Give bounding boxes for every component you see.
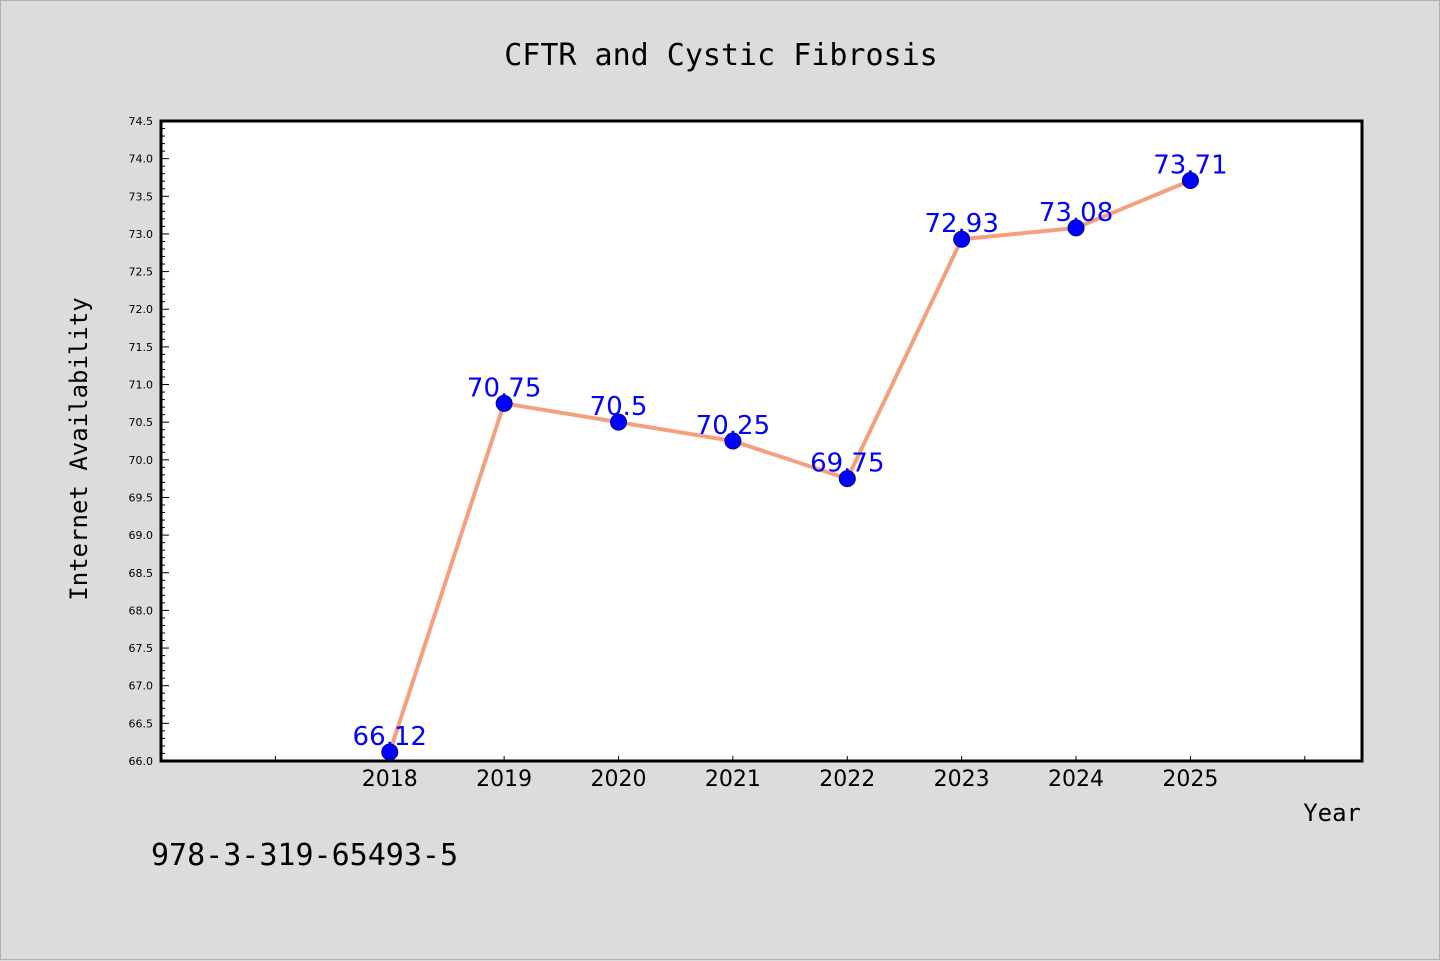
data-point bbox=[495, 394, 513, 412]
data-label: 73.71 bbox=[1153, 150, 1227, 180]
data-label: 70.5 bbox=[590, 392, 648, 422]
y-tick-label: 71.0 bbox=[129, 379, 154, 392]
data-label: 70.25 bbox=[696, 411, 770, 441]
y-tick-label: 68.0 bbox=[129, 604, 154, 617]
x-tick-label: 2023 bbox=[934, 767, 990, 792]
data-label: 70.75 bbox=[467, 373, 541, 403]
x-tick-label: 2024 bbox=[1048, 767, 1104, 792]
y-tick-label: 70.5 bbox=[129, 416, 154, 429]
x-axis: 2018 2019 2020 2021 2022 2023 2024 2025 bbox=[160, 756, 1306, 792]
y-tick-label: 67.5 bbox=[129, 642, 154, 655]
y-axis-label: Internet Availability bbox=[65, 297, 93, 600]
y-tick-label: 70.0 bbox=[129, 454, 154, 467]
data-point bbox=[838, 470, 856, 488]
series-line bbox=[387, 178, 1192, 753]
x-tick-label: 2025 bbox=[1162, 767, 1218, 792]
x-tick-label: 2019 bbox=[476, 767, 532, 792]
chart-title: CFTR and Cystic Fibrosis bbox=[504, 38, 937, 73]
x-axis-label: Year bbox=[1303, 799, 1361, 827]
y-tick-label: 68.5 bbox=[129, 567, 154, 580]
data-point bbox=[724, 432, 742, 450]
y-tick-label: 74.5 bbox=[129, 115, 154, 128]
y-tick-label: 73.0 bbox=[129, 228, 154, 241]
y-tick-label: 72.0 bbox=[129, 303, 154, 316]
data-point bbox=[610, 413, 628, 431]
x-tick-label: 2022 bbox=[819, 767, 875, 792]
data-label: 69.75 bbox=[810, 449, 884, 479]
y-tick-label: 72.5 bbox=[129, 266, 154, 279]
x-tick-label: 2021 bbox=[705, 767, 761, 792]
data-point bbox=[1067, 219, 1085, 237]
data-point bbox=[953, 230, 971, 248]
data-point bbox=[1181, 171, 1199, 189]
data-label: 72.93 bbox=[924, 209, 998, 239]
footer-code: 978-3-319-65493-5 bbox=[151, 838, 458, 873]
y-tick-label: 69.0 bbox=[129, 529, 154, 542]
x-tick-label: 2020 bbox=[591, 767, 647, 792]
y-tick-label: 71.5 bbox=[129, 341, 154, 354]
x-tick-label: 2018 bbox=[362, 767, 418, 792]
y-tick-label: 67.0 bbox=[129, 680, 154, 693]
y-tick-label: 69.5 bbox=[129, 491, 154, 504]
y-tick-label: 66.0 bbox=[129, 755, 154, 768]
series-layer: 66.12 70.75 70.5 70.25 69.75 72.93 73.08 73.71 bbox=[353, 150, 1228, 761]
y-tick-label: 73.5 bbox=[129, 190, 154, 203]
y-tick-label: 74.0 bbox=[129, 153, 154, 166]
y-axis: 66.0 66.5 67.0 67.5 68.0 68.5 69.0 69.5 70.0 70.5… bbox=[129, 115, 169, 768]
y-tick-label: 66.5 bbox=[129, 717, 154, 730]
data-point bbox=[381, 743, 399, 761]
data-label: 66.12 bbox=[353, 722, 427, 752]
plot-area bbox=[159, 119, 1364, 763]
data-label: 73.08 bbox=[1039, 198, 1113, 228]
